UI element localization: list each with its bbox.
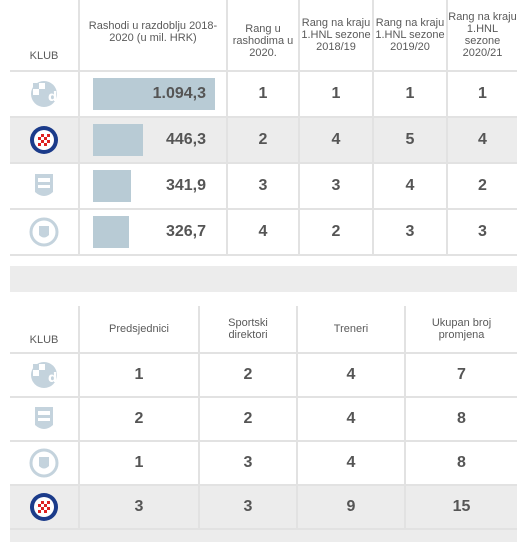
rank-2021: 1	[448, 72, 517, 118]
expenses-value: 1.094,3	[152, 85, 206, 102]
header-coaches: Treneri	[298, 306, 406, 354]
header-rank-2021: Rang na kraju 1.HNL sezone 2020/21	[448, 0, 517, 72]
total-value: 7	[406, 354, 517, 398]
rank-1819: 2	[300, 210, 374, 256]
expenses-bar	[93, 170, 131, 202]
directors-value: 2	[200, 398, 298, 442]
header-total: Ukupan broj promjena	[406, 306, 517, 354]
dinamo-logo	[31, 362, 58, 388]
section-divider	[10, 266, 517, 292]
expenses-value: 446,3	[165, 131, 206, 148]
rank-1920: 5	[374, 118, 448, 164]
coaches-value: 4	[298, 354, 406, 398]
expenses-cell: 326,7	[80, 210, 228, 256]
expenses-value: 326,7	[165, 223, 206, 240]
club-logo-cell	[10, 442, 80, 486]
header-club: KLUB	[10, 0, 80, 72]
club-logo-cell	[10, 164, 80, 210]
header-rank-1920: Rang na kraju 1.HNL sezone 2019/20	[374, 0, 448, 72]
expenses-bar	[93, 124, 143, 156]
presidents-value: 1	[80, 354, 200, 398]
dinamo-logo	[31, 81, 58, 107]
directors-value: 3	[200, 486, 298, 530]
header-rank-expenses: Rang u rashodima u 2020.	[228, 0, 300, 72]
rank-1920: 1	[374, 72, 448, 118]
club-logo-cell	[10, 486, 80, 530]
osijek-logo	[35, 407, 53, 429]
rank-1819: 3	[300, 164, 374, 210]
expenses-table: KLUB Rashodi u razdoblju 2018-2020 (u mi…	[10, 0, 517, 256]
header-presidents: Predsjednici	[80, 306, 200, 354]
coaches-value: 4	[298, 398, 406, 442]
expenses-bar	[93, 216, 129, 248]
rank-1819: 1	[300, 72, 374, 118]
rank-2021: 4	[448, 118, 517, 164]
rank-2021: 2	[448, 164, 517, 210]
club-logo-cell	[10, 210, 80, 256]
table-footer-strip	[10, 530, 517, 542]
header-club: KLUB	[10, 306, 80, 354]
presidents-value: 2	[80, 398, 200, 442]
expenses-cell: 341,9	[80, 164, 228, 210]
header-rank-1819: Rang na kraju 1.HNL sezone 2018/19	[300, 0, 374, 72]
total-value: 15	[406, 486, 517, 530]
rank-expenses: 1	[228, 72, 300, 118]
expenses-cell: 1.094,3	[80, 72, 228, 118]
rank-2021: 3	[448, 210, 517, 256]
club-logo-cell	[10, 118, 80, 164]
presidents-value: 1	[80, 442, 200, 486]
coaches-value: 4	[298, 442, 406, 486]
rank-1920: 4	[374, 164, 448, 210]
club-logo-cell	[10, 354, 80, 398]
total-value: 8	[406, 398, 517, 442]
expenses-cell: 446,3	[80, 118, 228, 164]
expenses-bar	[93, 78, 215, 110]
rank-expenses: 4	[228, 210, 300, 256]
personnel-changes-table: KLUB Predsjednici Sportski direktori Tre…	[10, 306, 517, 542]
coaches-value: 9	[298, 486, 406, 530]
club-logo-cell	[10, 72, 80, 118]
rank-1920: 3	[374, 210, 448, 256]
header-directors: Sportski direktori	[200, 306, 298, 354]
rijeka-logo	[29, 448, 59, 478]
header-expenses: Rashodi u razdoblju 2018-2020 (u mil. HR…	[80, 0, 228, 72]
osijek-logo	[35, 174, 53, 196]
directors-value: 3	[200, 442, 298, 486]
rank-expenses: 3	[228, 164, 300, 210]
hajduk-logo	[30, 126, 58, 154]
hajduk-logo	[30, 493, 58, 521]
rank-1819: 4	[300, 118, 374, 164]
presidents-value: 3	[80, 486, 200, 530]
expenses-value: 341,9	[165, 177, 206, 194]
rijeka-logo	[29, 217, 59, 247]
total-value: 8	[406, 442, 517, 486]
directors-value: 2	[200, 354, 298, 398]
rank-expenses: 2	[228, 118, 300, 164]
club-logo-cell	[10, 398, 80, 442]
